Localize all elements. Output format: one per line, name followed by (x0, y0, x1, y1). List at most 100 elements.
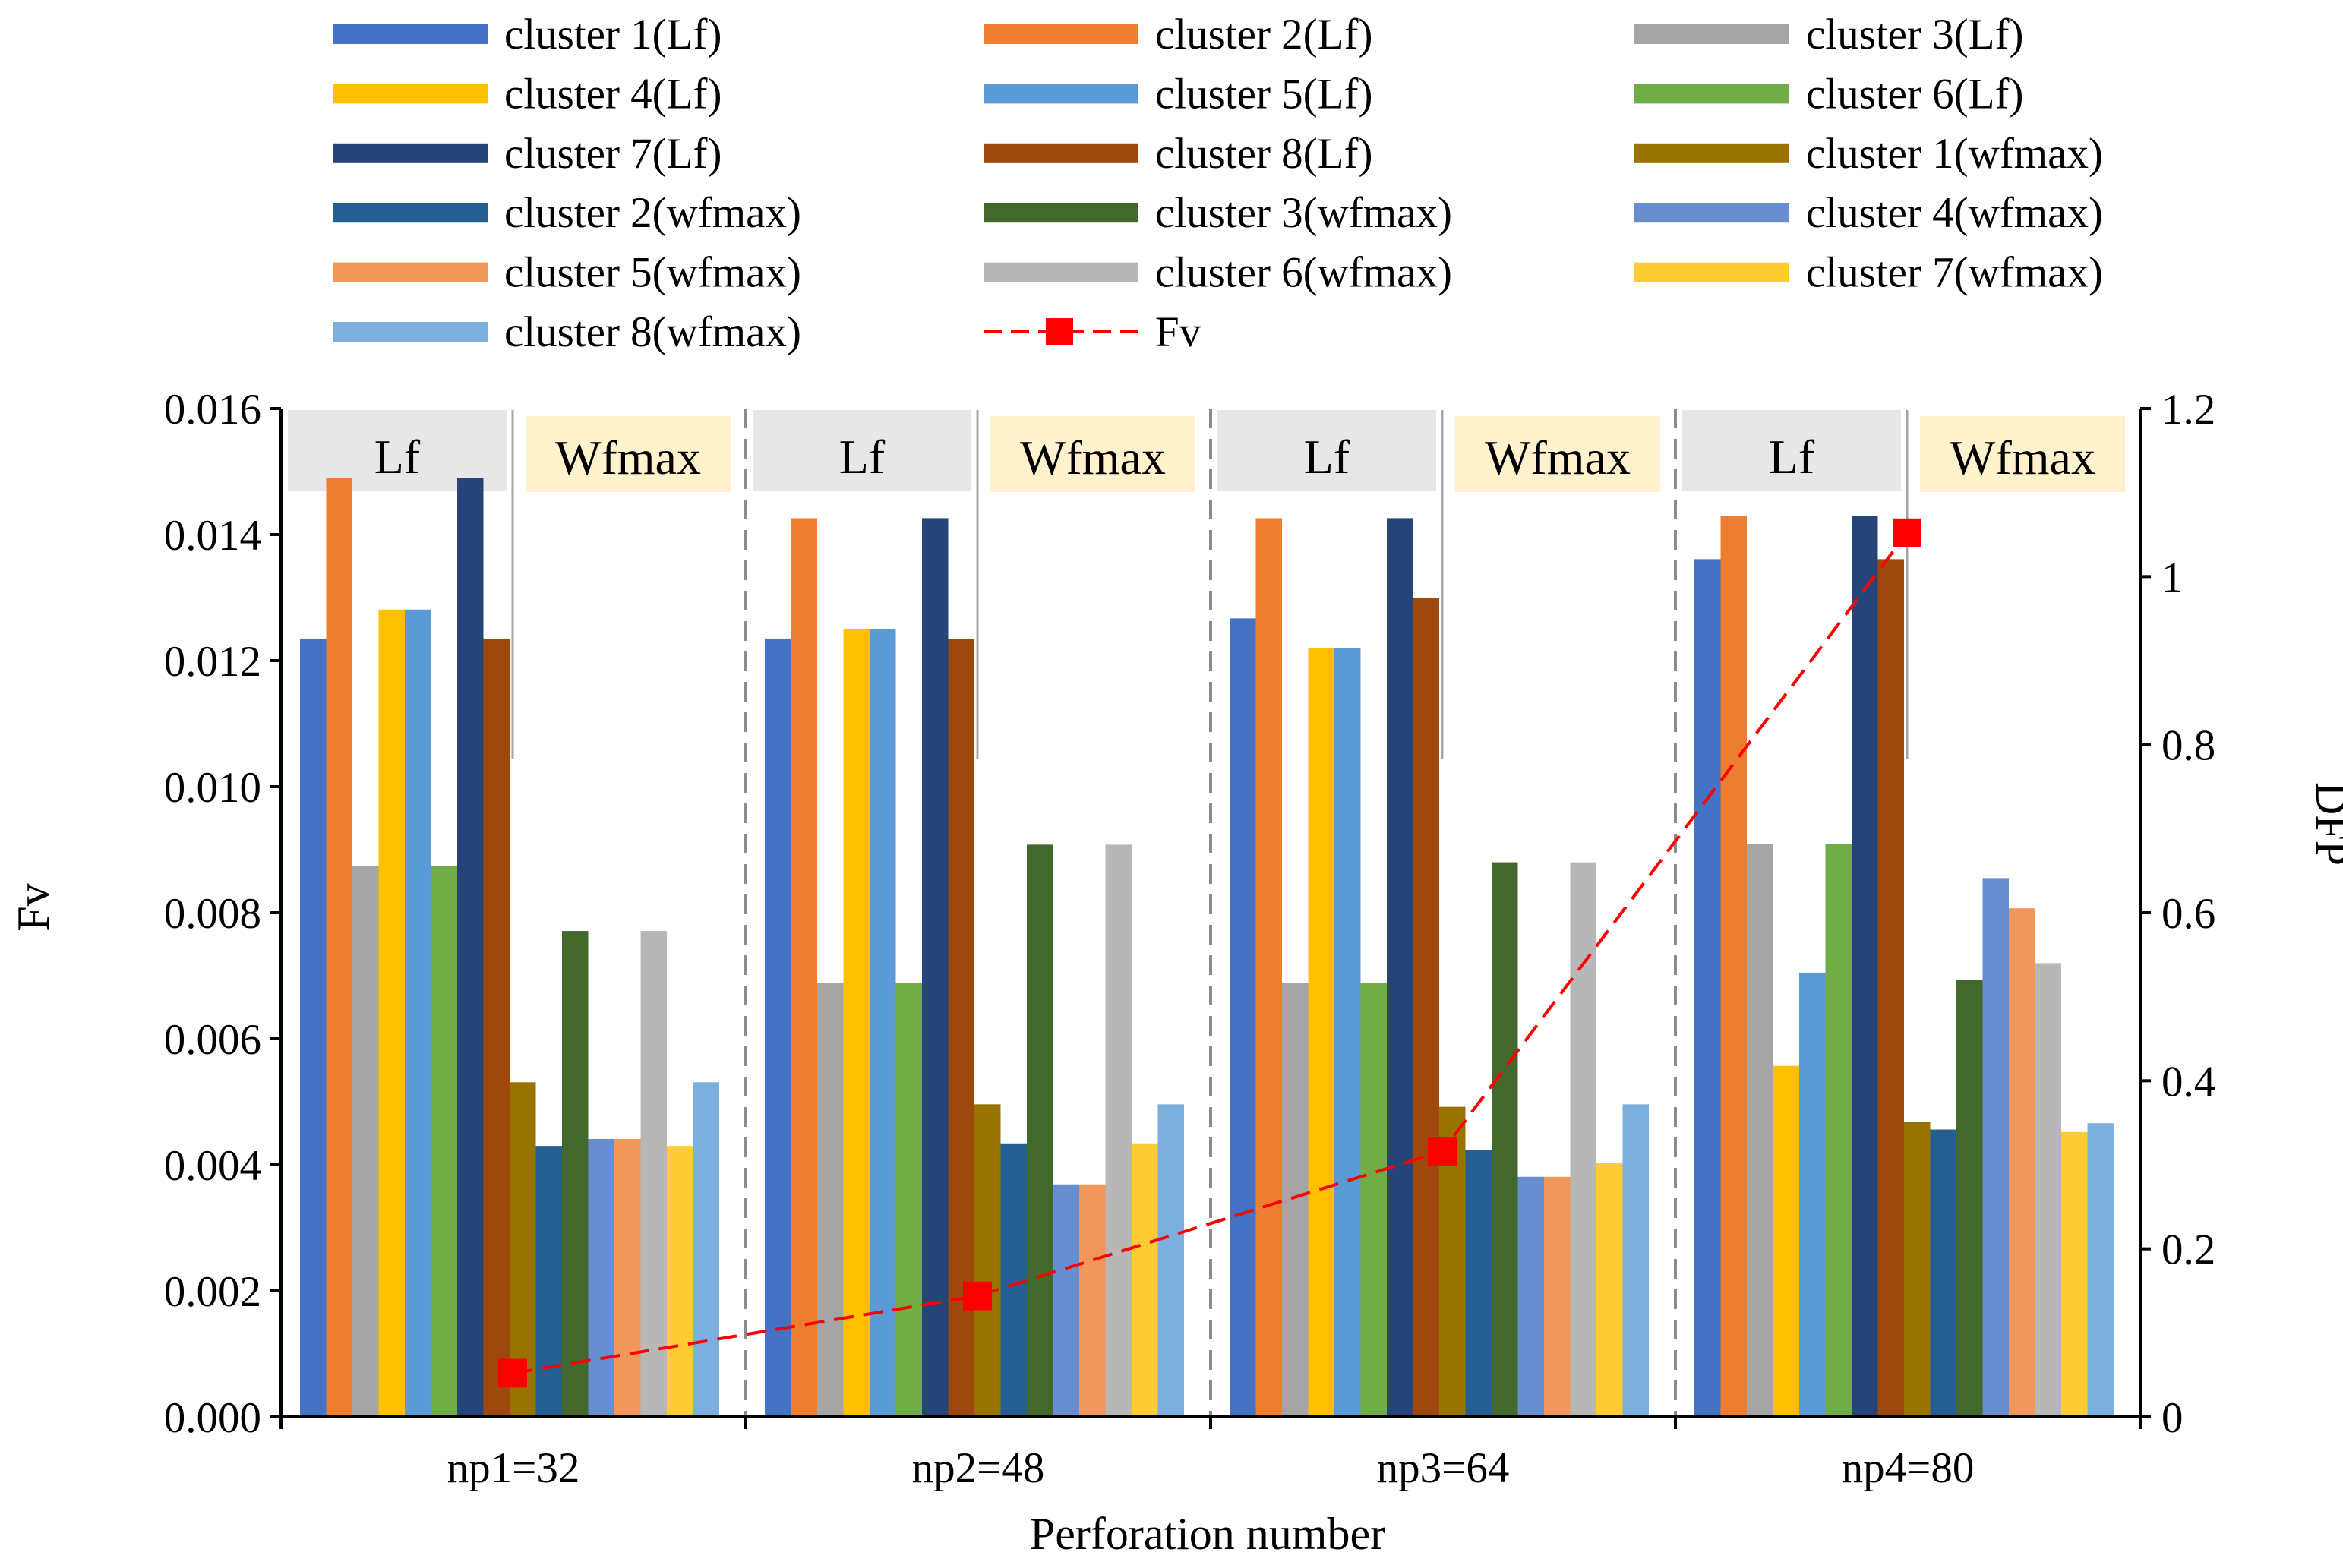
legend-swatch (333, 262, 488, 282)
legend-swatch (1634, 203, 1789, 223)
bar (483, 638, 510, 1418)
fv-marker (1428, 1137, 1457, 1166)
group-box-lf (1682, 410, 1901, 491)
bar (1982, 878, 2009, 1417)
legend-swatch (1634, 24, 1789, 44)
legend-label: cluster 7(wfmax) (1806, 249, 2103, 297)
bar (1517, 1176, 1544, 1417)
x-axis-label: Perforation number (1030, 1509, 1385, 1559)
bar (1413, 598, 1439, 1417)
bar (1105, 844, 1132, 1417)
y2-tick-label: 0.2 (2161, 1226, 2215, 1274)
bar (1308, 648, 1334, 1417)
bars (300, 478, 2114, 1418)
bar (1465, 1150, 1492, 1417)
bar (1825, 844, 1852, 1417)
bar (1387, 518, 1413, 1418)
x-tick-label: np4=80 (1842, 1444, 1975, 1492)
x-tick-label: np3=64 (1377, 1444, 1510, 1492)
bar (1596, 1163, 1623, 1417)
y2-tick-label: 0.4 (2161, 1058, 2215, 1106)
group-box-wfmax (526, 416, 731, 492)
bar (1694, 559, 1721, 1417)
y-tick-label: 0.016 (164, 386, 261, 434)
y-tick-label: 0.014 (164, 512, 261, 560)
bar (791, 518, 817, 1418)
bar (326, 478, 352, 1417)
bar (765, 638, 791, 1418)
bar (1027, 844, 1053, 1417)
legend-swatch (1634, 262, 1789, 282)
y-axis-label: Fv (8, 883, 58, 931)
y-tick-label: 0.000 (164, 1394, 261, 1442)
legend-swatch (984, 84, 1138, 104)
axes: 0.000 0.002 0.004 0.006 0.008 0.010 0.012 0.014… (164, 386, 2216, 1492)
bar (457, 478, 484, 1417)
bar (1230, 618, 1256, 1417)
group-box-lf (753, 410, 971, 491)
bar (1544, 1176, 1571, 1417)
group-label-wfmax: Wfmax (1020, 431, 1166, 484)
bar (693, 1082, 719, 1417)
legend-swatch (333, 143, 488, 163)
group-label-boxes: Lf Wfmax Lf Wfmax Lf Wfmax Lf Wfmax (288, 410, 2125, 759)
bar (1079, 1184, 1106, 1417)
bar (1282, 983, 1309, 1417)
bar (588, 1138, 614, 1417)
bar (1255, 518, 1282, 1418)
legend-swatch (984, 262, 1138, 282)
bar (300, 638, 327, 1418)
bar (1904, 1122, 1931, 1417)
y2-tick-label: 0 (2161, 1394, 2184, 1442)
legend-swatch (1634, 84, 1789, 104)
y2-tick-label: 0.8 (2161, 722, 2215, 770)
legend-label: cluster 8(Lf) (1155, 130, 1372, 178)
group-box-wfmax (990, 416, 1195, 492)
legend-label: cluster 6(Lf) (1806, 70, 2023, 118)
bar (1930, 1129, 1956, 1417)
bar (562, 931, 589, 1417)
legend-label: cluster 6(wfmax) (1155, 249, 1452, 297)
bar (817, 983, 844, 1417)
y-tick-label: 0.004 (164, 1142, 261, 1190)
legend-label: cluster 1(Lf) (504, 11, 722, 58)
fv-marker (498, 1358, 527, 1388)
legend-swatch (1634, 143, 1789, 163)
group-label-lf: Lf (1769, 430, 1815, 484)
legend-label: cluster 4(Lf) (504, 70, 722, 118)
legend-label: cluster 5(Lf) (1155, 70, 1372, 118)
bar (843, 629, 870, 1417)
bar (535, 1146, 562, 1417)
fv-line (512, 532, 1909, 1375)
bar (1747, 844, 1773, 1417)
x-tick-label: np2=48 (912, 1444, 1045, 1492)
bar (640, 931, 667, 1417)
y2-tick-label: 1.2 (2161, 386, 2215, 434)
y2-tick-label: 1 (2161, 554, 2184, 601)
group-label-lf: Lf (1304, 430, 1350, 484)
fv-line-series (498, 518, 1921, 1388)
legend: cluster 1(Lf) cluster 2(Lf) cluster 3(Lf) c… (333, 11, 2103, 356)
bar (922, 518, 949, 1418)
y-tick-label: 0.010 (164, 764, 261, 812)
fv-marker (963, 1281, 992, 1311)
y-tick-label: 0.012 (164, 638, 261, 686)
y2-axis-label: DFP (2307, 782, 2343, 866)
legend-label: cluster 1(wfmax) (1806, 130, 2103, 178)
group-box-lf (288, 410, 507, 491)
bar (974, 1104, 1001, 1417)
legend-swatch (333, 84, 488, 104)
legend-label: cluster 4(wfmax) (1806, 189, 2103, 237)
group-label-lf: Lf (374, 430, 421, 484)
legend-label: cluster 5(wfmax) (504, 249, 801, 297)
bar (895, 983, 922, 1417)
y2-tick-label: 0.6 (2161, 890, 2215, 938)
bar (1799, 972, 1826, 1417)
bar (1334, 648, 1361, 1417)
legend-label: Fv (1155, 308, 1201, 356)
y-tick-label: 0.006 (164, 1016, 261, 1064)
bar (1877, 559, 1904, 1417)
group-label-wfmax: Wfmax (555, 431, 701, 484)
legend-label: cluster 2(Lf) (1155, 11, 1372, 58)
